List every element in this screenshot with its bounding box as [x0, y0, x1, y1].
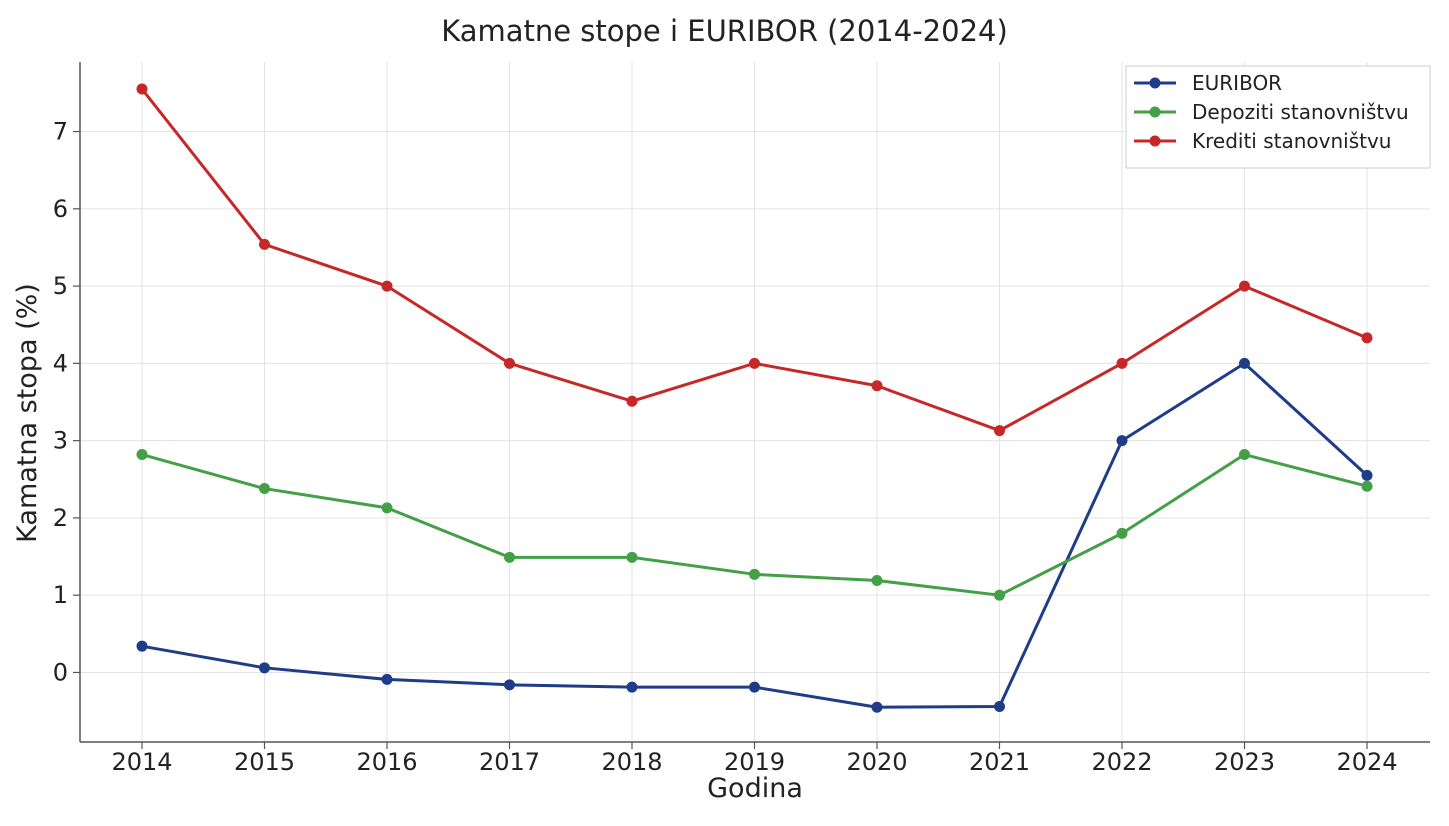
- data-point: [749, 357, 760, 369]
- series-krediti-stanovni-tvu: [136, 83, 1373, 437]
- data-point: [626, 681, 638, 693]
- data-point: [994, 589, 1005, 601]
- data-point: [381, 502, 393, 514]
- data-point: [994, 425, 1005, 437]
- legend-box: [1125, 65, 1431, 169]
- data-point: [259, 662, 270, 674]
- data-point: [136, 449, 148, 461]
- y-tick-labels: 0 1 2 3 4 5 6 7: [53, 118, 68, 687]
- x-tick-label: 2017: [479, 748, 540, 776]
- data-point: [136, 83, 148, 95]
- series-group: [136, 83, 1373, 713]
- series-euribor: [136, 357, 1373, 713]
- data-point: [871, 701, 883, 713]
- legend-swatch-marker: [1149, 135, 1161, 147]
- legend-swatch-marker: [1149, 77, 1161, 89]
- y-axis-title: Kamatna stopa (%): [12, 283, 43, 543]
- x-tick-label: 2014: [111, 748, 172, 776]
- data-point: [504, 679, 515, 691]
- y-tick-label: 4: [53, 349, 68, 377]
- series-depoziti-stanovni-tvu: [136, 449, 1373, 601]
- legend-swatch-marker: [1149, 106, 1161, 118]
- x-tick-label: 2019: [724, 748, 785, 776]
- data-point: [1361, 332, 1373, 344]
- data-point: [626, 395, 638, 407]
- data-point: [259, 483, 270, 495]
- y-tick-label: 7: [53, 118, 68, 146]
- legend-entry-label: Krediti stanovništvu: [1192, 129, 1391, 153]
- legend: EURIBOR Depoziti stanovništvu Krediti stan…: [1125, 65, 1431, 169]
- data-point: [1116, 357, 1128, 369]
- data-point: [1239, 280, 1250, 292]
- y-tick-label: 1: [53, 581, 68, 609]
- x-tick-label: 2022: [1091, 748, 1152, 776]
- x-tick-label: 2023: [1214, 748, 1275, 776]
- data-point: [626, 551, 638, 563]
- data-point: [504, 357, 515, 369]
- data-point: [994, 700, 1005, 712]
- data-point: [1361, 480, 1373, 492]
- y-tick-label: 3: [53, 427, 68, 455]
- data-point: [1361, 469, 1373, 481]
- data-point: [871, 380, 883, 392]
- y-tick-label: 2: [53, 504, 68, 532]
- axes: [73, 62, 1430, 749]
- data-point: [381, 280, 393, 292]
- data-point: [381, 673, 393, 685]
- x-tick-label: 2015: [234, 748, 295, 776]
- legend-entry-label: EURIBOR: [1192, 71, 1282, 95]
- data-point: [504, 551, 515, 563]
- y-tick-label: 5: [53, 272, 68, 300]
- chart-title: Kamatne stope i EURIBOR (2014-2024): [441, 14, 1008, 48]
- data-point: [136, 640, 148, 652]
- x-axis-title: Godina: [707, 773, 803, 804]
- legend-entry-label: Depoziti stanovništvu: [1192, 100, 1409, 124]
- x-tick-label: 2018: [601, 748, 662, 776]
- data-point: [749, 681, 760, 693]
- data-point: [1239, 449, 1250, 461]
- data-point: [1239, 357, 1250, 369]
- x-tick-label: 2016: [356, 748, 417, 776]
- data-point: [1116, 435, 1128, 447]
- x-tick-labels: 2014 2015 2016 2017 2018 2019 2020 2021 2022 2023…: [111, 748, 1397, 776]
- data-point: [871, 575, 883, 586]
- y-tick-label: 6: [53, 195, 68, 223]
- x-tick-label: 2020: [846, 748, 907, 776]
- y-tick-label: 0: [53, 658, 68, 686]
- data-point: [259, 238, 270, 250]
- data-point: [1116, 527, 1128, 539]
- data-point: [749, 568, 760, 580]
- x-tick-label: 2021: [969, 748, 1030, 776]
- x-tick-label: 2024: [1336, 748, 1397, 776]
